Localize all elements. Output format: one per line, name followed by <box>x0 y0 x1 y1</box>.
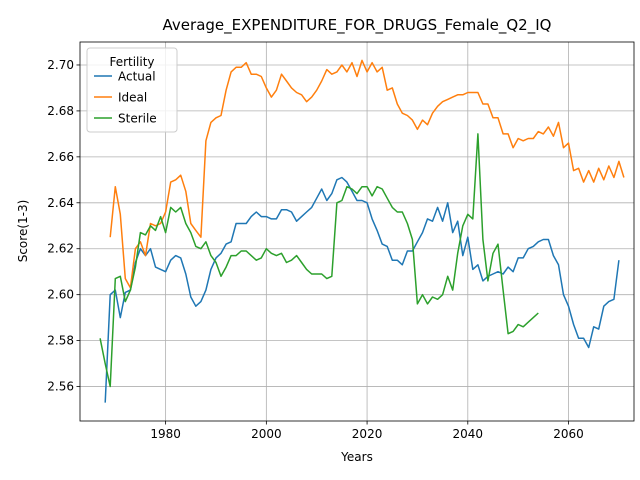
y-tick-label: 2.62 <box>47 242 74 256</box>
legend-box <box>86 47 178 133</box>
series-line-sterile <box>99 133 539 388</box>
y-tick-label: 2.56 <box>47 380 74 394</box>
x-tick-label: 2020 <box>352 427 383 441</box>
y-tick-label: 2.58 <box>47 334 74 348</box>
x-tick-label: 2040 <box>453 427 484 441</box>
series-layer <box>99 59 625 403</box>
legend-title: Fertility <box>109 55 154 69</box>
series-line-actual <box>104 176 620 403</box>
y-axis-label: Score(1-3) <box>16 200 30 263</box>
legend-label-sterile: Sterile <box>118 112 157 126</box>
y-tick-label: 2.68 <box>47 104 74 118</box>
x-tick-label: 2000 <box>251 427 282 441</box>
grid-lines <box>80 42 634 421</box>
x-tick-label: 1980 <box>150 427 181 441</box>
y-tick-label: 2.66 <box>47 150 74 164</box>
plot-frame <box>79 41 635 422</box>
legend-label-actual: Actual <box>118 70 156 84</box>
chart-title: Average_EXPENDITURE_FOR_DRUGS_Female_Q2_… <box>163 16 552 35</box>
legend-label-ideal: Ideal <box>118 91 147 105</box>
series-line-ideal <box>109 59 625 289</box>
y-tick-label: 2.60 <box>47 288 74 302</box>
x-axis-label: Years <box>340 450 373 464</box>
legend: Fertility Actual Ideal Sterile <box>86 47 178 133</box>
y-tick-label: 2.70 <box>47 58 74 72</box>
y-axis: 2.56 2.58 2.60 2.62 2.64 2.66 2.68 2.70 <box>47 58 80 394</box>
x-axis: 1980 2000 2020 2040 2060 <box>150 421 584 441</box>
y-tick-label: 2.64 <box>47 196 74 210</box>
x-tick-label: 2060 <box>553 427 584 441</box>
